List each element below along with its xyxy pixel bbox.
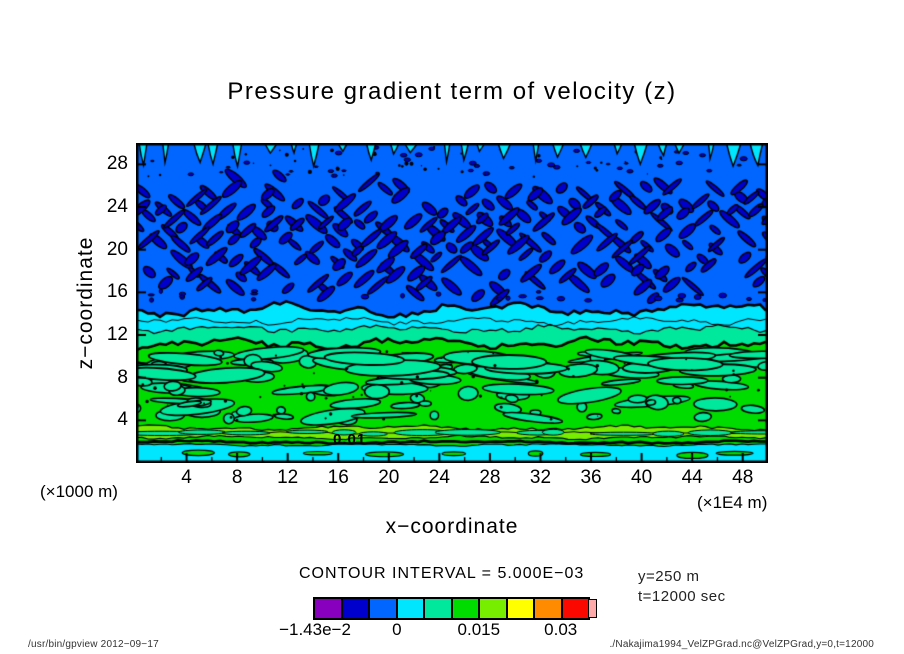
footer-command: /usr/bin/gpview 2012−09−17: [28, 639, 159, 650]
colorbar: [313, 597, 590, 620]
plot-title: Pressure gradient term of velocity (z): [227, 78, 677, 105]
x-tick-label: 4: [181, 467, 192, 488]
x-tick-label: 8: [231, 467, 243, 488]
x-tick-label: 20: [378, 467, 400, 488]
contour-plot-canvas: [136, 143, 768, 463]
colorbar-cell: [340, 599, 368, 618]
x-tick-label: 36: [580, 467, 602, 488]
y-tick-label: 28: [106, 153, 128, 175]
colorbar-cell: [505, 599, 533, 618]
footer-datasource: ./Nakajima1994_VelZPGrad.nc@VelZPGrad,y=…: [609, 639, 874, 650]
x-tick-label: 48: [732, 467, 754, 488]
colorbar-tick-label: 0.03: [544, 620, 578, 639]
y-axis-unit: (×1000 m): [40, 482, 118, 501]
y-tick-label: 4: [117, 409, 128, 431]
colorbar-cell: [478, 599, 506, 618]
y-tick-label: 16: [106, 281, 128, 303]
colorbar-cell: [423, 599, 451, 618]
x-axis-label: x−coordinate: [385, 515, 519, 538]
contour-interval-label: CONTOUR INTERVAL = 5.000E−03: [299, 565, 585, 582]
colorbar-cell: [533, 599, 561, 618]
colorbar-cell: [368, 599, 396, 618]
x-tick-label: 12: [277, 467, 299, 488]
y-tick-label: 24: [106, 196, 128, 217]
colorbar-tick-label: 0.015: [457, 620, 501, 639]
x-tick-label: 16: [327, 467, 349, 488]
contour-value-label: 0.01: [333, 431, 367, 448]
x-axis-unit: (×1E4 m): [697, 493, 768, 512]
colorbar-cell: [560, 599, 588, 618]
x-tick-label: 32: [529, 467, 552, 488]
x-tick-label: 24: [428, 467, 450, 488]
colorbar-tick-label: −1.43e−2: [279, 620, 351, 639]
slice-y-label: y=250 m: [638, 568, 700, 585]
y-tick-label: 8: [117, 366, 128, 388]
colorbar-tick-label: 0: [392, 620, 402, 639]
colorbar-cell: [450, 599, 478, 618]
y-tick-label: 12: [106, 324, 128, 345]
colorbar-cell: [395, 599, 423, 618]
y-tick-label: 20: [106, 238, 128, 260]
x-tick-label: 40: [631, 467, 653, 488]
slice-t-label: t=12000 sec: [638, 588, 726, 605]
colorbar-overflow-cell: [589, 599, 597, 618]
slice-info: y=250 m t=12000 sec: [638, 567, 726, 607]
x-tick-label: 28: [479, 467, 501, 488]
x-tick-label: 44: [681, 467, 703, 488]
colorbar-cell: [315, 599, 341, 618]
